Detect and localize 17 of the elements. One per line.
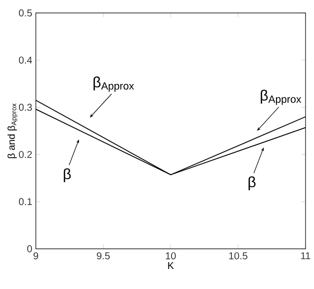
y-tick-label: 0.5 bbox=[18, 10, 32, 17]
annotation: β bbox=[248, 176, 256, 190]
x-axis-title: K bbox=[168, 262, 174, 270]
y-tick-label: 0.2 bbox=[18, 151, 32, 158]
x-tick-label: 10 bbox=[166, 252, 176, 260]
x-tick-label: 11 bbox=[301, 252, 310, 260]
x-tick-label: 10.5 bbox=[229, 252, 248, 260]
y-tick-label: 0 bbox=[27, 245, 32, 253]
y-tick-label: 0.3 bbox=[18, 104, 32, 111]
annotation: β$_{Approx}$ bbox=[94, 76, 134, 92]
x-tick-label: 9.5 bbox=[96, 252, 110, 260]
y-axis-title: β and β$_{Approx}$ bbox=[8, 104, 18, 158]
annotation: β$_{Approx}$ bbox=[260, 90, 302, 106]
x-tick-label: 9 bbox=[34, 252, 38, 260]
y-tick-label: 0.4 bbox=[18, 56, 32, 64]
y-tick-label: 0.1 bbox=[18, 198, 32, 206]
annotation: β bbox=[64, 168, 71, 182]
